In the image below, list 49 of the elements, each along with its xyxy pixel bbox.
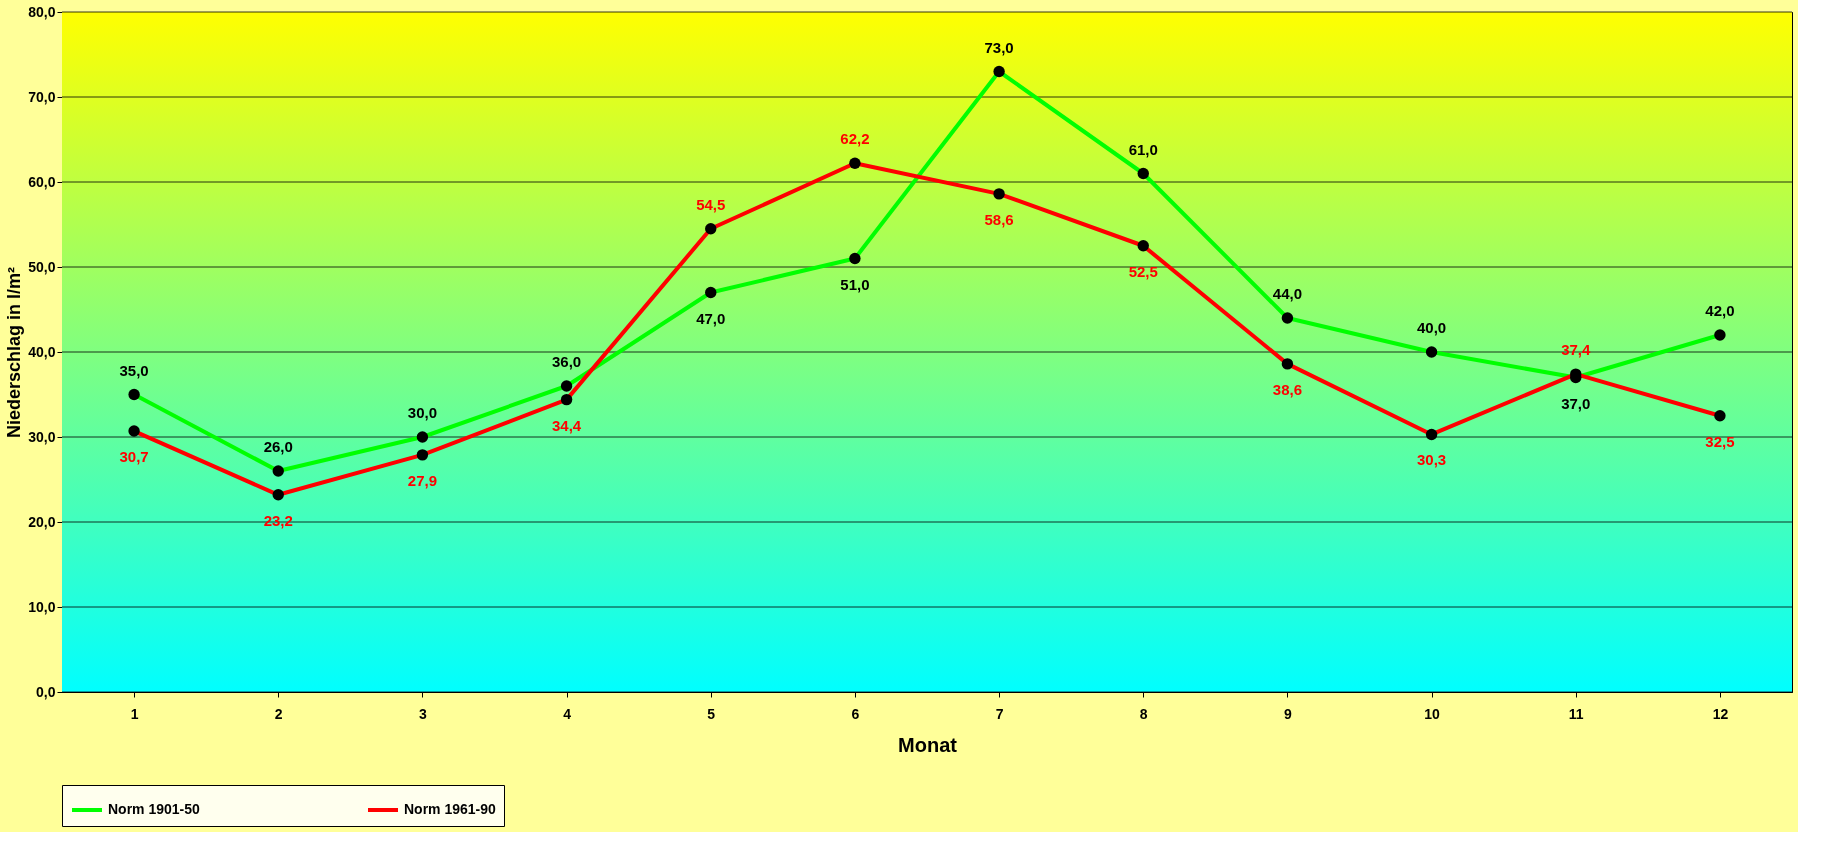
legend-label: Norm 1961-90 — [404, 801, 497, 817]
y-tick-label: 40,0 — [28, 343, 56, 360]
y-tick-label: 80,0 — [28, 3, 56, 20]
y-tick-label: 60,0 — [28, 173, 56, 190]
data-label: 30,0 — [407, 404, 438, 421]
data-label: 42,0 — [1705, 302, 1735, 319]
data-label: 51,0 — [840, 275, 870, 293]
data-label: 62,2 — [840, 130, 870, 148]
x-tick-label: 3 — [419, 705, 428, 722]
y-tick-label: 30,0 — [28, 428, 56, 445]
data-label: 27,9 — [407, 471, 438, 489]
x-tick-label: 1 — [130, 705, 139, 722]
data-label: 73,0 — [984, 38, 1014, 56]
data-label: 40,0 — [1416, 319, 1447, 336]
x-tick-label: 6 — [851, 705, 860, 722]
data-label: 34,4 — [551, 416, 582, 434]
data-label: 44,0 — [1272, 285, 1303, 302]
y-tick-label: 70,0 — [28, 88, 56, 105]
data-label: 58,6 — [984, 210, 1014, 228]
x-tick-label: 10 — [1424, 705, 1441, 722]
y-tick-label: 10,0 — [28, 598, 56, 615]
x-tick-label: 9 — [1284, 705, 1293, 722]
data-label: 30,7 — [119, 448, 149, 466]
x-tick-label: 2 — [274, 705, 283, 722]
x-tick-label: 12 — [1712, 705, 1729, 722]
y-tick-label: 0,0 — [36, 683, 56, 700]
data-label: 47,0 — [696, 309, 726, 327]
legend-label: Norm 1901-50 — [108, 801, 201, 817]
data-label: 32,5 — [1705, 432, 1735, 450]
data-label: 30,3 — [1416, 451, 1447, 469]
y-tick-label: 50,0 — [28, 258, 56, 275]
x-tick-label: 5 — [707, 705, 716, 722]
x-tick-label: 4 — [563, 705, 572, 722]
data-label: 23,2 — [263, 511, 293, 529]
data-label: 52,5 — [1128, 262, 1158, 280]
x-tick-label: 8 — [1139, 705, 1148, 722]
data-label: 38,6 — [1272, 380, 1303, 398]
x-tick-label: 7 — [995, 705, 1004, 722]
data-label: 37,4 — [1561, 341, 1591, 359]
y-axis-title: Niederschlag in l/m² — [4, 266, 25, 439]
data-label: 54,5 — [696, 195, 726, 213]
data-label: 35,0 — [119, 361, 149, 379]
y-tick-label: 20,0 — [28, 513, 56, 530]
x-axis-title: Monat — [898, 733, 958, 756]
data-label: 37,0 — [1561, 394, 1591, 412]
x-tick-label: 11 — [1568, 705, 1584, 722]
data-label: 26,0 — [263, 438, 293, 455]
data-label: 61,0 — [1128, 140, 1158, 158]
data-label: 36,0 — [551, 353, 582, 370]
